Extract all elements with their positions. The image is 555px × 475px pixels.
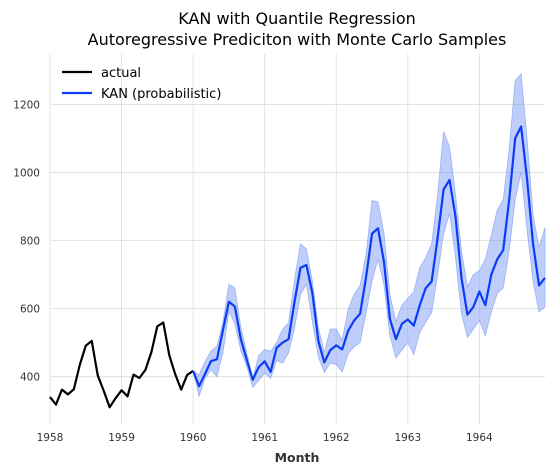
chart-title: KAN with Quantile Regression [178, 9, 416, 28]
grid [49, 54, 545, 425]
legend-label: actual [101, 66, 141, 81]
y-tick-label: 400 [20, 372, 40, 384]
x-tick-label: 1963 [394, 432, 421, 444]
y-tick-label: 1200 [13, 99, 40, 111]
x-axis-label: Month [275, 450, 320, 465]
legend: actual KAN (probabilistic) [62, 66, 221, 102]
x-axis-ticks: 1958 1959 1960 1961 1962 1963 1964 [37, 432, 493, 444]
chart-subtitle: Autoregressive Prediciton with Monte Car… [88, 30, 507, 49]
y-tick-label: 1000 [13, 167, 40, 179]
y-tick-label: 800 [20, 236, 40, 248]
x-tick-label: 1959 [108, 432, 135, 444]
x-tick-label: 1962 [323, 432, 350, 444]
legend-label: KAN (probabilistic) [101, 87, 221, 102]
x-tick-label: 1960 [180, 432, 207, 444]
series-line-kan [192, 125, 546, 388]
x-tick-label: 1958 [37, 432, 64, 444]
y-tick-label: 600 [20, 304, 40, 316]
x-tick-label: 1964 [466, 432, 493, 444]
confidence-band [192, 72, 546, 398]
x-tick-label: 1961 [251, 432, 278, 444]
quantile-band [192, 72, 546, 398]
y-axis-ticks: 400 600 800 1000 1200 [13, 99, 40, 383]
series-line-actual [49, 321, 194, 409]
series-lines [49, 125, 546, 409]
